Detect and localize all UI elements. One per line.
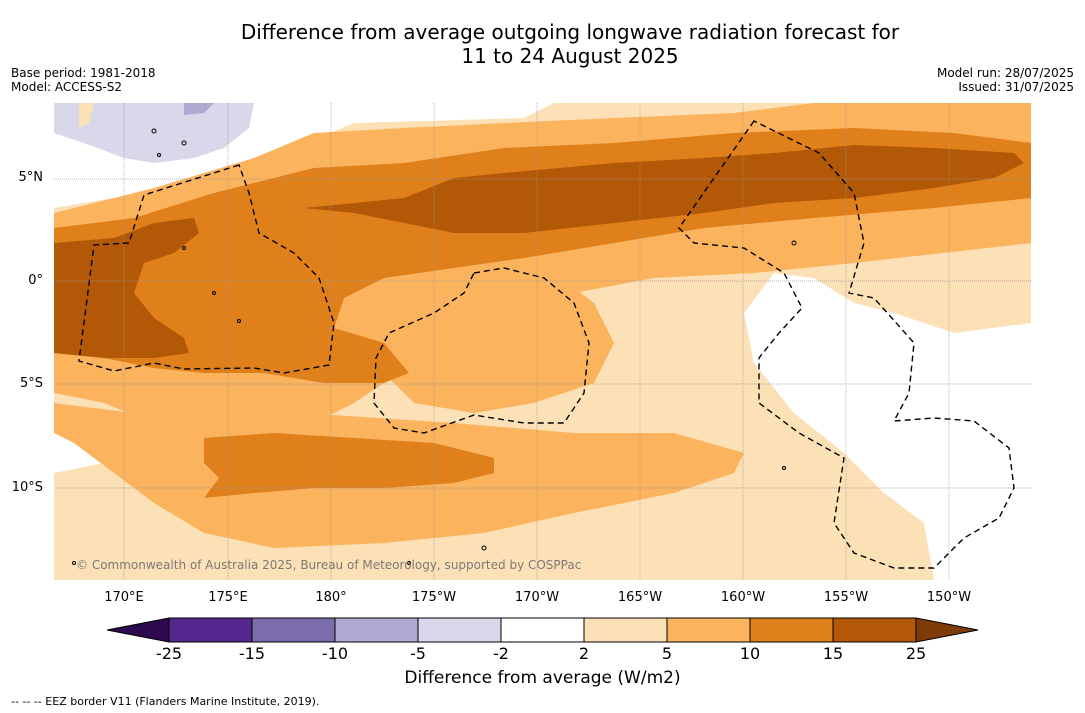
anomaly-map	[54, 103, 1031, 580]
contour-15-25-north	[304, 145, 1024, 233]
map-title: Difference from average outgoing longwav…	[0, 20, 1085, 68]
model-run: Model run: 28/07/2025	[936, 66, 1074, 80]
lat-label-5n: 5°N	[18, 170, 44, 185]
lon-label-150w: 150°W	[926, 590, 972, 605]
lat-label-10s: 10°S	[11, 480, 43, 495]
colorbar-tick: 2	[578, 644, 590, 663]
positive-spot-north	[79, 103, 94, 128]
colorbar-tick: 5	[661, 644, 673, 663]
colorbar-tick: 15	[822, 644, 844, 663]
lon-label-170w: 170°W	[514, 590, 560, 605]
colorbar-tick: 25	[905, 644, 927, 663]
colorbar-tick: -25	[155, 644, 183, 663]
base-period: Base period: 1981-2018	[11, 66, 156, 80]
colorbar-swatch-9	[833, 618, 916, 642]
map-gridlines	[54, 103, 1031, 580]
island-outlines	[72, 128, 797, 565]
issued-date: Issued: 31/07/2025	[958, 80, 1074, 94]
neutral-region-east	[744, 273, 1031, 580]
colorbar-dividers	[168, 618, 917, 642]
lon-label-175w: 175°W	[411, 590, 457, 605]
lon-label-165w: 165°W	[617, 590, 663, 605]
colorbar-tick: 10	[739, 644, 761, 663]
contour-15-25-west	[54, 218, 199, 358]
lat-label-0: 0°	[28, 273, 43, 288]
lon-label-155w: 155°W	[823, 590, 869, 605]
colorbar-swatch-8	[750, 618, 833, 642]
colorbar-swatch-1	[169, 618, 252, 642]
eez-borders	[78, 120, 1015, 569]
lon-label-160w: 160°W	[720, 590, 766, 605]
colorbar-swatch-7	[667, 618, 750, 642]
colorbar-swatch-under	[107, 618, 169, 642]
map-contours	[54, 103, 1031, 580]
eez-footnote: -- -- -- EEZ border V11 (Flanders Marine…	[11, 695, 320, 708]
colorbar-swatch-5	[501, 618, 584, 642]
contour-5-10-center	[364, 263, 614, 413]
map-title-line2: 11 to 24 August 2025	[461, 44, 679, 68]
colorbar	[107, 617, 979, 643]
colorbar-tick: -2	[493, 644, 509, 663]
model-name: Model: ACCESS-S2	[11, 80, 123, 94]
lon-label-170e: 170°E	[104, 590, 144, 605]
colorbar-tick: -5	[410, 644, 426, 663]
contour-10-15-south	[204, 433, 494, 498]
colorbar-swatch-6	[584, 618, 667, 642]
meta-right: Model run: 28/07/2025 Issued: 31/07/2025	[937, 66, 1074, 94]
lat-label-5s: 5°S	[19, 376, 43, 391]
colorbar-swatch-4	[418, 618, 501, 642]
colorbar-swatch-2	[252, 618, 335, 642]
colorbar-swatch-3	[335, 618, 418, 642]
lon-label-180: 180°	[315, 590, 347, 605]
colorbar-tick: -15	[238, 644, 266, 663]
meta-left: Base period: 1981-2018 Model: ACCESS-S2	[11, 66, 156, 94]
copyright-notice: © Commonwealth of Australia 2025, Bureau…	[76, 558, 582, 572]
colorbar-title: Difference from average (W/m2)	[404, 668, 681, 688]
colorbar-swatch-over	[916, 618, 978, 642]
map-title-line1: Difference from average outgoing longwav…	[240, 20, 900, 44]
lon-label-175e: 175°E	[208, 590, 248, 605]
colorbar-tick: -10	[321, 644, 349, 663]
negative-spot-north	[184, 103, 214, 115]
